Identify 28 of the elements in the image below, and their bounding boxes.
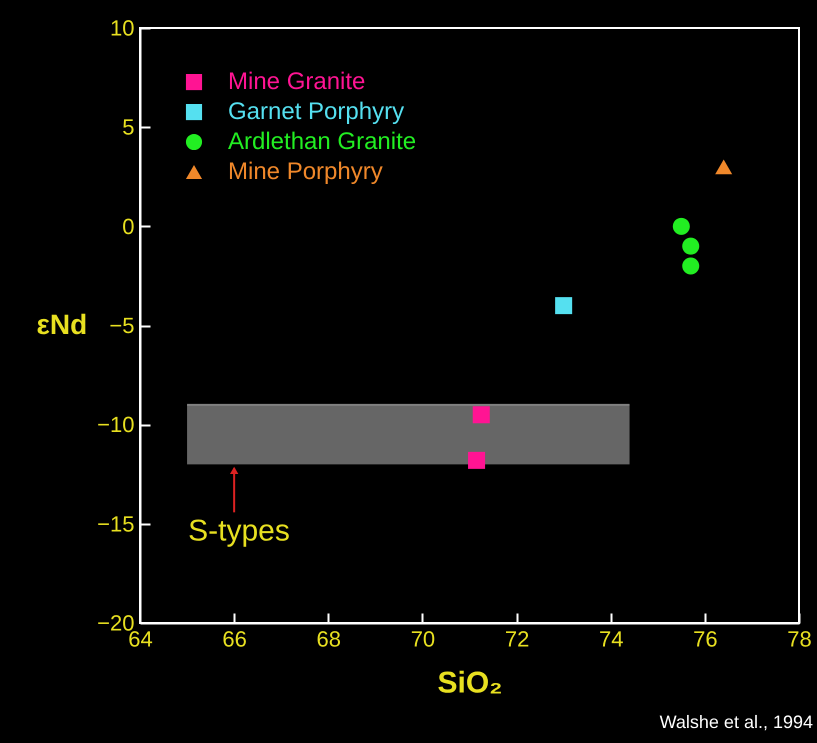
point [682,238,700,255]
x-tick-label: 68 [316,626,342,652]
point [715,159,732,174]
point [555,297,572,314]
y-tick-label: −10 [97,412,134,438]
point [672,218,690,235]
legend-label: Mine Granite [228,68,366,95]
x-tick-label: 66 [222,626,247,652]
x-tick-label: 74 [598,626,624,652]
x-tick-label: 78 [787,626,812,652]
y-tick-label: −15 [97,511,134,536]
legend-label: Ardlethan Granite [228,128,416,155]
y-tick-label: 0 [122,214,134,239]
y-tick-label: −5 [109,313,134,338]
x-tick-label: 76 [693,626,718,652]
y-tick-label: 10 [110,16,134,40]
annotation: S-types [188,514,290,548]
x-tick-label: 72 [504,626,530,652]
text: Walshe et al., 1994 [660,712,813,732]
x-axis-title: SiO₂ [437,666,503,700]
legend-label: Garnet Porphyry [228,98,404,125]
point [468,452,486,469]
y-tick-label: 5 [122,114,134,140]
point [472,406,490,424]
point [682,258,700,274]
legend-label: Mine Porphyry [228,158,383,185]
y-axis-title: εNd [36,309,88,340]
x-tick-label: 70 [410,626,436,652]
